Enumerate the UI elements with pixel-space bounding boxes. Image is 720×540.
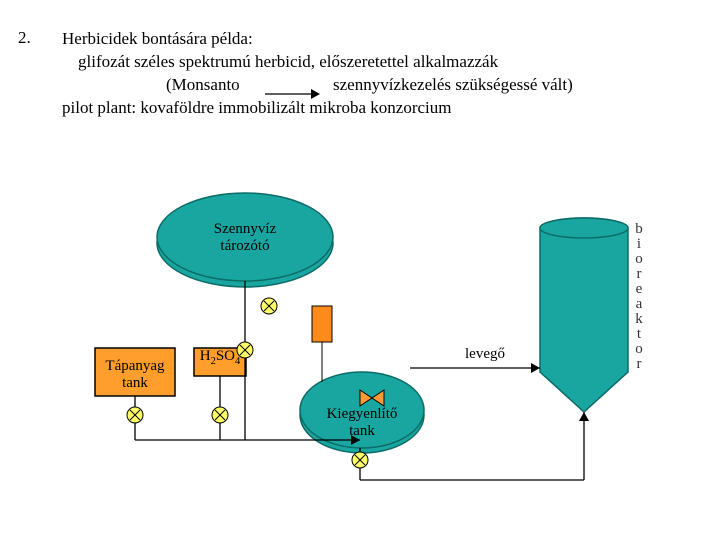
acid-tank-label: H2SO4 bbox=[190, 348, 250, 368]
bioreactor-label: bioreaktor bbox=[634, 222, 644, 372]
air-label: levegő bbox=[450, 346, 520, 363]
reservoir-label: Szennyvíz tározótó bbox=[185, 221, 305, 256]
process-diagram bbox=[0, 0, 720, 540]
nutrient-tank-label: Tápanyag tank bbox=[90, 358, 180, 393]
equalizer-tank-label: Kiegyenlítő tank bbox=[307, 406, 417, 441]
